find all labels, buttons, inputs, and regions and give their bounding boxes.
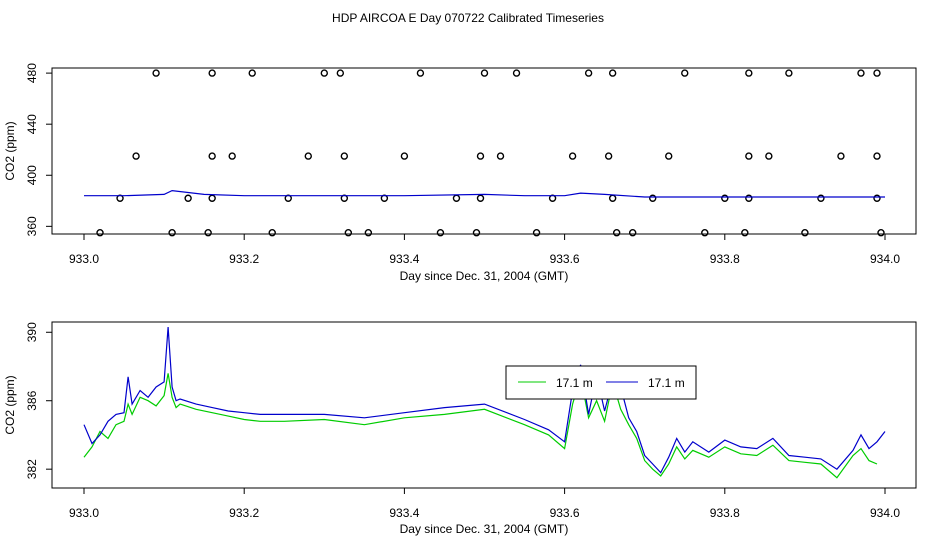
y-tick-label: 382 [25,459,39,479]
panel-bottom-line: Day since Dec. 31, 2004 (GMT) CO2 (ppm) … [3,321,917,536]
data-point [472,229,481,237]
data-point [208,69,216,77]
y-tick-label: 386 [25,390,39,410]
legend: 17.1 m 17.1 m [505,365,697,400]
y-axis-label-bottom: CO2 (ppm) [3,375,17,434]
y-axis-label-top: CO2 (ppm) [3,121,17,180]
data-point [476,152,485,160]
series-line-2 [84,189,885,198]
data-point [344,229,353,237]
data-point [745,194,753,202]
data-point [132,152,140,160]
data-point [873,69,881,77]
y-axis-ticks-bottom: 382 386 390 [25,322,52,479]
x-tick-label: 933.2 [229,252,259,266]
data-point [745,69,753,77]
x-tick-label: 933.2 [229,506,259,520]
data-point [612,229,621,237]
y-tick-label: 440 [25,114,39,134]
data-point [877,229,885,237]
data-point [745,152,753,160]
data-point [837,152,845,160]
plot-frame-top [51,67,917,235]
data-point [817,194,825,202]
data-point [765,152,773,160]
data-point [336,69,345,77]
data-point [496,152,505,160]
data-point [741,229,749,237]
y-tick-label: 400 [25,165,39,185]
data-point [364,229,373,237]
data-point [608,194,617,202]
data-marks-top [84,69,885,237]
x-tick-label: 934.0 [870,252,900,266]
data-point [476,194,485,202]
legend-label-series-1: 17.1 m [556,376,593,390]
x-tick-label: 933.6 [550,506,580,520]
y-tick-label: 480 [25,63,39,83]
data-point [152,69,160,77]
data-point [681,69,689,77]
data-point [340,152,349,160]
data-point [608,69,617,77]
y-tick-label: 390 [25,322,39,342]
data-point [320,69,328,77]
data-point [436,229,445,237]
data-point [785,69,793,77]
series-line-1 [83,373,878,479]
data-point [584,69,593,77]
panel-top-scatter: Day since Dec. 31, 2004 (GMT) CO2 (ppm) … [3,63,917,283]
data-marks-bottom [83,327,886,479]
data-point [184,194,192,202]
x-axis-label-bottom: Day since Dec. 31, 2004 (GMT) [400,522,569,536]
data-point [208,194,216,202]
x-tick-label: 934.0 [870,506,900,520]
x-tick-label: 933.4 [389,252,419,266]
x-tick-label: 933.0 [69,252,99,266]
x-tick-label: 933.6 [550,252,580,266]
data-point [568,152,577,160]
data-point [857,69,865,77]
data-point [416,69,425,77]
data-point [480,69,489,77]
x-tick-label: 933.4 [389,506,419,520]
x-tick-label: 933.8 [710,506,740,520]
data-point [228,152,236,160]
data-point [801,229,809,237]
data-point [701,229,709,237]
data-point [96,229,104,237]
data-point [604,152,613,160]
series-line-2 [83,327,886,474]
data-point [873,152,881,160]
plot-frame-bottom [51,321,917,489]
data-point [248,69,256,77]
data-point [721,194,729,202]
data-point [649,194,657,202]
data-point [628,229,637,237]
data-point [208,152,216,160]
y-axis-ticks-top: 360 400 440 480 [25,63,52,236]
data-point [268,229,276,237]
x-tick-label: 933.0 [69,506,99,520]
data-point [400,152,409,160]
x-axis-ticks-top: 933.0 933.2 933.4 933.6 933.8 934.0 [69,234,900,266]
data-point [512,69,521,77]
data-point [665,152,673,160]
x-axis-ticks-bottom: 933.0 933.2 933.4 933.6 933.8 934.0 [69,488,900,520]
data-point [204,229,212,237]
x-tick-label: 933.8 [710,252,740,266]
data-point [452,194,461,202]
data-point [532,229,541,237]
data-point [168,229,176,237]
x-axis-label-top: Day since Dec. 31, 2004 (GMT) [400,269,569,283]
chart-title: HDP AIRCOA E Day 070722 Calibrated Times… [332,11,604,25]
legend-label-series-2: 17.1 m [648,376,685,390]
y-tick-label: 360 [25,216,39,236]
data-point [304,152,312,160]
data-point [873,194,881,202]
